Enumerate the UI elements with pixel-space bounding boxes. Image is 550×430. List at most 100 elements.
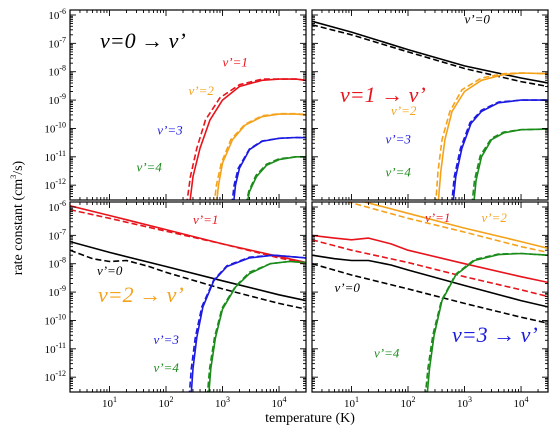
y-axis-label-end: /s)	[11, 160, 26, 174]
panel-0-series-5-dashed	[231, 136, 306, 200]
y-axis-label: rate constant (cm3/s)	[9, 160, 26, 275]
panel-2-ytick-label: 10-7	[48, 227, 66, 242]
panel-0-frame	[69, 9, 307, 201]
panel-3-title: v=3 → v’	[452, 322, 538, 347]
panel-1-title: v=1 → v’	[340, 82, 426, 107]
panel-2-xtick-label: 103	[215, 395, 230, 410]
panel-0-series-0-solid	[189, 78, 306, 200]
panel-1-series-3-dashed	[435, 72, 548, 200]
panel-2-series-6-solid	[208, 260, 306, 392]
panel-0-annotation-0: v’=1	[223, 55, 248, 70]
panel-0-series-1-dashed	[186, 78, 306, 200]
panel-0-annotation-1: v’=2	[189, 83, 215, 98]
panel-3-series-7-dashed	[424, 252, 548, 392]
panel-2-annotation-2: v’=3	[153, 332, 179, 347]
panel-0-annotation-3: v’=4	[136, 160, 162, 175]
panel-1-series-0-solid	[312, 20, 548, 84]
panel-0-ytick-label: 10-12	[44, 177, 66, 192]
panel-2: 101 102 103 104 10-12 10-11 10-10 10-9 10-8 10-7 1…	[44, 199, 307, 410]
panel-3-series-3-dashed	[312, 239, 548, 298]
panel-3-xtick-label-exp: 1	[355, 395, 359, 404]
panel-1-series-4-solid	[452, 99, 548, 200]
panel-0: 10-12 10-11 10-10 10-9 10-8 10-7 10-6 v=0 → v’ v…	[44, 7, 307, 201]
panel-0-series-3-dashed	[213, 112, 306, 200]
panel-0-series-7-dashed	[246, 156, 306, 200]
panel-2-annotation-0: v’=1	[193, 212, 218, 227]
panel-2-series-2-solid	[70, 240, 306, 302]
panel-3-annotation-1: v’=2	[482, 210, 508, 225]
panel-0-ytick-label-exp: -8	[59, 64, 66, 73]
panel-0-title: v=0 → v’	[100, 28, 186, 53]
panel-3-xtick-label: 102	[401, 395, 416, 410]
panel-0-ytick-label: 10-9	[48, 92, 66, 107]
panel-2-title: v=2 → v’	[98, 282, 184, 307]
panel-2-ytick-label-exp: -8	[59, 256, 66, 265]
panel-2-ytick-label-exp: -6	[59, 199, 66, 208]
panel-2-ytick-label-exp: -12	[55, 369, 66, 378]
panel-3-xtick-label: 101	[344, 395, 359, 410]
panel-3: 101 102 103 104 v=3 → v’ v’=1 v’=2 v’=0 v’=4	[311, 201, 549, 410]
panel-0-series-2-solid	[216, 113, 306, 200]
panel-2-xtick-label-exp: 1	[113, 395, 117, 404]
panel-2-annotation-3: v’=4	[153, 360, 179, 375]
panel-2-xtick-label-exp: 3	[226, 395, 230, 404]
panel-3-series-2-solid	[312, 234, 548, 284]
panel-3-series-5-dashed	[312, 262, 548, 324]
panel-3-annotation-2: v’=0	[334, 280, 360, 295]
panel-0-ytick-label-exp: -6	[59, 7, 66, 16]
panel-2-lines	[70, 205, 306, 392]
panel-0-ytick-label-exp: -9	[59, 92, 66, 101]
panel-1-annotation-1: v’=2	[391, 103, 417, 118]
panel-0-ytick-label: 10-10	[44, 120, 66, 135]
panel-3-xtick-label: 103	[457, 395, 472, 410]
panel-2-ytick-label-exp: -9	[59, 284, 66, 293]
panel-1-annotation-3: v’=4	[386, 165, 412, 180]
panel-2-xtick-label: 102	[159, 395, 174, 410]
panel-0-ytick-label-exp: -12	[55, 177, 66, 186]
panel-3-annotation-0: v’=1	[425, 210, 450, 225]
panel-3-xtick-label-exp: 3	[468, 395, 472, 404]
panel-0-annotation-2: v’=3	[157, 123, 183, 138]
panel-3-xtick-label-exp: 4	[525, 395, 529, 404]
panel-0-ytick-label-exp: -10	[55, 120, 66, 129]
panel-0-ytick-label: 10-7	[48, 35, 66, 50]
panel-3-xtick-label: 104	[514, 395, 529, 410]
panel-2-series-7-dashed	[206, 260, 306, 392]
panel-3-series-1-dashed	[345, 202, 548, 254]
panel-2-ytick-label: 10-11	[45, 341, 66, 356]
panel-2-series-1-dashed	[70, 208, 306, 265]
panel-0-series-6-solid	[246, 156, 306, 200]
panel-3-frame	[311, 201, 549, 393]
y-axis-label-sup: 3	[9, 175, 18, 179]
panel-0-ytick-label-exp: -7	[59, 35, 66, 44]
panel-2-xtick-label-exp: 4	[283, 395, 287, 404]
panel-2-ytick-label: 10-6	[48, 199, 66, 214]
panel-3-series-0-solid	[361, 202, 548, 250]
panel-2-ytick-label-exp: -7	[59, 227, 66, 236]
panel-1-series-5-dashed	[451, 99, 548, 200]
panel-2-ytick-label: 10-8	[48, 256, 66, 271]
panel-2-xtick-label-exp: 2	[170, 395, 174, 404]
panels-group: 10-12 10-11 10-10 10-9 10-8 10-7 10-6 v=0 → v’ v…	[44, 7, 549, 410]
panel-1-frame	[311, 9, 549, 201]
panel-1-lines	[312, 20, 548, 200]
panel-2-series-3-dashed	[70, 249, 306, 310]
panel-1-annotation-2: v’=3	[386, 131, 412, 146]
panel-0-lines	[186, 78, 306, 200]
panel-2-ytick-label-exp: -10	[55, 312, 66, 321]
panel-3-annotation-3: v’=4	[374, 345, 400, 360]
x-axis-label: temperature (K)	[265, 411, 355, 426]
panel-2-series-5-dashed	[188, 254, 306, 392]
panel-2-ytick-label: 10-10	[44, 312, 66, 327]
panel-2-frame	[69, 201, 307, 393]
panel-2-ytick-label-exp: -11	[56, 341, 66, 350]
panel-1: v=1 → v’ v’=0 v’=2 v’=3 v’=4	[311, 9, 549, 201]
panel-2-ytick-label: 10-12	[44, 369, 66, 384]
panel-2-xtick-label: 101	[102, 395, 117, 410]
y-axis-label-main: rate constant (cm	[11, 179, 26, 276]
panel-2-series-0-solid	[70, 205, 306, 264]
panel-1-series-7-dashed	[471, 128, 548, 200]
panel-0-ytick-label: 10-11	[45, 149, 66, 164]
panel-3-xtick-label-exp: 2	[412, 395, 416, 404]
